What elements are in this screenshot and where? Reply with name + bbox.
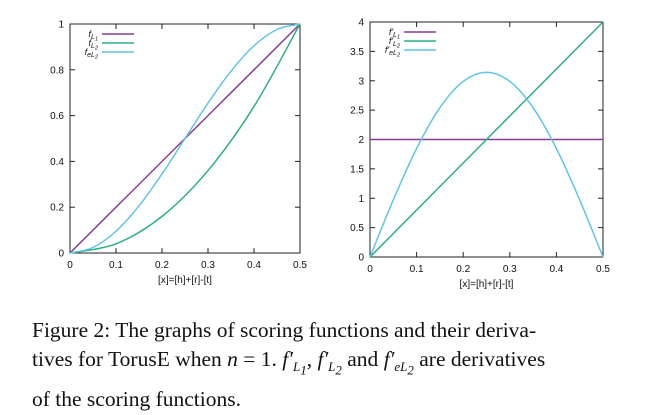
y-tick-label: 0.4 [50, 157, 64, 168]
legend-label-2: fL2 [89, 38, 98, 52]
y-tick-label: 3.5 [350, 47, 364, 58]
series-line-2 [369, 21, 604, 258]
caption-eq: = 1. [237, 347, 283, 371]
y-tick-label: 0 [358, 253, 364, 264]
caption-end: are derivatives [413, 347, 546, 371]
x-tick-label: 0.5 [293, 260, 307, 271]
y-tick-label: 1 [358, 194, 364, 205]
x-tick-label: 0.3 [201, 260, 215, 271]
x-tick-label: 0.4 [247, 260, 261, 271]
x-tick-label: 0.1 [410, 264, 424, 275]
series-line-3 [69, 23, 301, 254]
legend-label-2: f'L2 [389, 36, 400, 50]
figure-caption: Figure 2: The graphs of scoring function… [32, 318, 546, 411]
legend-label-1: fL1 [89, 29, 98, 43]
x-axis-label: [x]=[h]+[r]-[t] [158, 275, 212, 286]
y-tick-label: 0 [58, 249, 64, 260]
caption-n: n [227, 347, 238, 371]
y-tick-label: 3 [358, 76, 364, 87]
y-tick-label: 2.5 [350, 106, 364, 117]
caption-fL2: f′L2 [317, 347, 342, 378]
caption-feL2: f′eL2 [383, 347, 414, 378]
plot-frame [69, 23, 301, 254]
series-line-2 [69, 23, 301, 254]
chart-derivatives: 0 0.1 0.2 0.3 0.4 0.5 0 0.5 1 1.5 2 2.5 3 3.5 4 [x]=[h]… [350, 18, 610, 291]
legend-label-1: f'L1 [389, 27, 400, 41]
figure-charts: 0 0.1 0.2 0.3 0.4 0.5 0 0.2 0.4 0.6 0.8 1 [x]=[h]+[r… [50, 18, 610, 291]
y-tick-label: 4 [358, 18, 364, 29]
legend-label-3: f'eL2 [385, 45, 400, 59]
caption-line-1: Figure 2: The graphs of scoring function… [32, 318, 537, 342]
y-tick-label: 1 [58, 20, 64, 31]
series-line-3 [369, 71, 604, 258]
caption-fL1: f′L1 [282, 347, 307, 378]
y-tick-label: 0.6 [50, 111, 64, 122]
x-tick-label: 0.4 [549, 264, 563, 275]
y-tick-label: 0.8 [50, 65, 64, 76]
y-tick-label: 1.5 [350, 164, 364, 175]
x-tick-label: 0.5 [596, 264, 610, 275]
x-tick-label: 0.2 [155, 260, 169, 271]
x-axis-label: [x]=[h]+[r]-[t] [460, 279, 514, 290]
y-tick-label: 2 [358, 135, 364, 146]
caption-line-3: of the scoring functions. [32, 386, 241, 411]
x-tick-label: 0 [367, 264, 373, 275]
y-tick-label: 0.5 [350, 223, 364, 234]
x-tick-label: 0.3 [503, 264, 517, 275]
legend-label-3: feL2 [85, 47, 98, 61]
x-tick-label: 0.2 [456, 264, 470, 275]
y-tick-label: 0.2 [50, 203, 64, 214]
caption-and: and [341, 347, 384, 371]
x-tick-label: 0.1 [109, 260, 123, 271]
x-tick-label: 0 [67, 260, 73, 271]
chart-scoring-functions: 0 0.1 0.2 0.3 0.4 0.5 0 0.2 0.4 0.6 0.8 1 [x]=[h]+[r… [50, 20, 307, 287]
caption-line-2a: tives for TorusE when [32, 347, 228, 371]
